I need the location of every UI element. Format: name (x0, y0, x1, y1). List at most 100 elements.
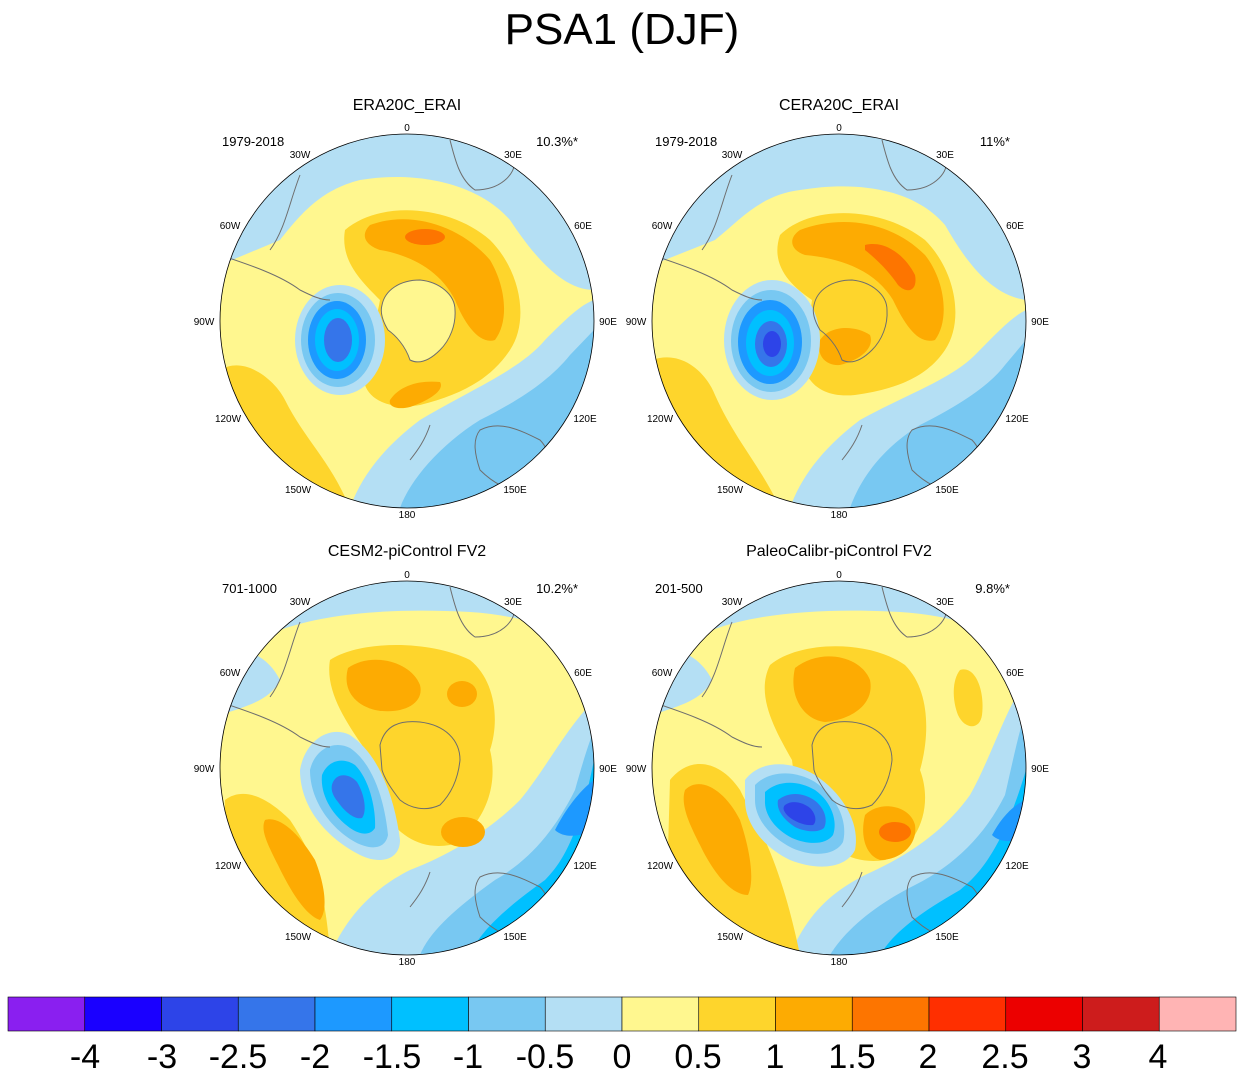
lon-label: 150W (717, 932, 744, 943)
contour-pos-mid-east (447, 681, 477, 707)
lon-label: 150W (285, 932, 312, 943)
colorbar: -4 -3 -2.5 -2 -1.5 -1 -0.5 0 0.5 1 1.5 2… (7, 996, 1237, 1076)
map-border (651, 580, 1027, 956)
colorbar-label: -1.5 (363, 1038, 422, 1076)
longitude-labels: 0 30E 60E 90E 120E 150E 180 150W 120W 90… (194, 123, 618, 521)
colorbar-box (928, 996, 1007, 1032)
panel-title: PaleoCalibr-piControl FV2 (746, 543, 932, 560)
contour-neg-weak-north (652, 134, 1026, 300)
lon-label: 180 (399, 510, 416, 521)
figure-title: PSA1 (DJF) (505, 5, 740, 54)
lon-label: 90E (599, 764, 617, 775)
antarctica-coast (812, 279, 888, 363)
colorbar-label: -4 (70, 1038, 100, 1076)
lon-label: 120W (215, 414, 242, 425)
lon-label: 30W (722, 597, 743, 608)
lon-label: 60E (1006, 221, 1024, 232)
lon-label: 180 (831, 510, 848, 521)
colorbar-label: 1 (766, 1038, 785, 1076)
lon-label: 90W (626, 317, 647, 328)
lon-label: 180 (399, 957, 416, 968)
colorbar-label: 4 (1149, 1038, 1168, 1076)
colorbar-box (775, 996, 853, 1032)
panel-era20c: ERA20C_ERAI 1979-2018 10.3%* 0 (194, 97, 618, 521)
contour-neg-core (324, 318, 352, 362)
lon-label: 150E (935, 932, 959, 943)
panel-variance: 10.3%* (536, 134, 578, 149)
panel-period: 1979-2018 (655, 134, 717, 149)
antarctica-coast (811, 721, 893, 810)
colorbar-label: -2 (300, 1038, 330, 1076)
map-field (220, 581, 594, 955)
contour-pos-mid-south (389, 381, 441, 409)
longitude-labels: 0 30E 60E 90E 120E 150E 180 150W 120W 90… (626, 123, 1050, 521)
colorbar-box (468, 996, 546, 1032)
contour-pos-strong (879, 822, 911, 842)
colorbar-box (1082, 996, 1160, 1032)
colorbar-labels: -4 -3 -2.5 -2 -1.5 -1 -0.5 0 0.5 1 1.5 2… (70, 1038, 1168, 1076)
lon-label: 30W (722, 150, 743, 161)
lon-label: 120W (215, 861, 242, 872)
colorbar-label: -0.5 (516, 1038, 575, 1076)
new-zealand-coast (841, 424, 863, 461)
colorbar-label: -1 (453, 1038, 483, 1076)
contour-pos-strong (865, 244, 916, 291)
lon-label: 120W (647, 861, 674, 872)
contour-pos-mid (346, 659, 421, 712)
contour-pos-west-mid (683, 784, 752, 895)
lon-label: 30E (504, 597, 522, 608)
antarctica-coast (379, 721, 461, 810)
contour-pos-mid (793, 656, 871, 722)
map-field (652, 581, 1026, 955)
lon-label: 60W (652, 668, 673, 679)
lon-label: 30W (290, 597, 311, 608)
colorbar-label: 0.5 (674, 1038, 721, 1076)
lon-label: 30E (504, 150, 522, 161)
colorbar-box (237, 996, 316, 1032)
colorbar-label: -3 (147, 1038, 177, 1076)
contour-neg-core-east (555, 780, 594, 836)
colorbar-box (1158, 996, 1237, 1032)
colorbar-box (84, 996, 162, 1032)
south-america-coast (652, 174, 763, 301)
panel-period: 1979-2018 (222, 134, 284, 149)
lon-label: 0 (404, 570, 410, 581)
colorbar-label: -2.5 (209, 1038, 268, 1076)
colorbar-box (161, 996, 239, 1032)
contour-neg-core (783, 802, 816, 826)
contour-pos-mid-northeast (953, 669, 983, 727)
lon-label: 150W (717, 485, 744, 496)
lon-label: 30E (936, 150, 954, 161)
antarctica-coast (380, 279, 456, 363)
colorbar-box (851, 996, 930, 1032)
lon-label: 150E (503, 932, 527, 943)
panel-variance: 10.2%* (536, 581, 578, 596)
contour-pos-strong (405, 229, 445, 245)
panel-title: CERA20C_ERAI (779, 97, 899, 114)
lon-label: 0 (836, 123, 842, 134)
panel-period: 701-1000 (222, 581, 277, 596)
lon-label: 60W (220, 221, 241, 232)
lon-label: 90E (1031, 764, 1049, 775)
south-america-coast (220, 174, 331, 301)
lon-label: 90E (599, 317, 617, 328)
contour-neg-core (331, 775, 365, 819)
map-field (652, 134, 1026, 508)
panel-cera20c: CERA20C_ERAI 1979-2018 11%* (626, 97, 1050, 521)
contour-pos-west-mid (263, 819, 325, 920)
lon-label: 30W (290, 150, 311, 161)
lon-label: 120E (573, 861, 597, 872)
panel-variance: 9.8%* (975, 581, 1010, 596)
lon-label: 180 (831, 957, 848, 968)
lon-label: 60E (574, 221, 592, 232)
lon-label: 150E (935, 485, 959, 496)
contour-pos-mid-south (441, 817, 485, 847)
lon-label: 150E (503, 485, 527, 496)
colorbar-label: 2 (919, 1038, 938, 1076)
lon-label: 60E (574, 668, 592, 679)
panel-cesm2: CESM2-piControl FV2 701-1000 10.2%* (194, 543, 618, 968)
map-border (651, 133, 1027, 509)
africa-coast (449, 586, 516, 638)
panel-paleocalibr: PaleoCalibr-piControl FV2 201-500 9.8%* (626, 543, 1050, 968)
